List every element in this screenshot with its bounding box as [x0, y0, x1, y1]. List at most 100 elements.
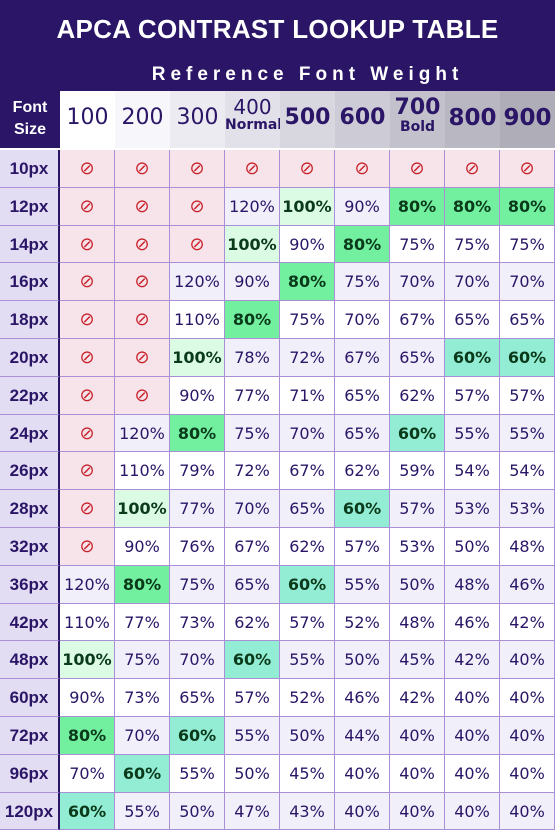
table-cell: 70% [170, 641, 225, 680]
table-cell: 70% [500, 263, 555, 302]
table-cell: 80% [225, 301, 280, 339]
table-cell: ⊘ [60, 187, 115, 226]
table-cell: ⊘ [60, 263, 115, 302]
table-cell: 65% [335, 414, 390, 453]
table-cell: 57% [280, 603, 335, 642]
table-cell: ⊘ [115, 263, 170, 302]
table-cell: 80% [170, 414, 225, 453]
table-cell: 60% [60, 792, 115, 831]
font-size-label: 48px [0, 641, 60, 680]
table-cell: 72% [225, 452, 280, 491]
weight-header-200: 200 [115, 91, 170, 148]
table-title: APCA CONTRAST LOOKUP TABLE [56, 14, 499, 44]
table-cell: 120% [60, 565, 115, 604]
table-cell: ⊘ [115, 187, 170, 226]
font-size-label: 120px [0, 792, 60, 831]
table-cell: 67% [225, 528, 280, 566]
weight-label: 100 [66, 105, 109, 130]
table-cell: ⊘ [60, 452, 115, 491]
table-cell: ⊘ [115, 301, 170, 339]
table-cell: 70% [225, 490, 280, 528]
table-cell: 62% [225, 603, 280, 642]
font-size-label: 18px [0, 301, 60, 339]
table-cell: ⊘ [60, 301, 115, 339]
table-cell: 60% [280, 565, 335, 604]
table-cell: 75% [170, 565, 225, 604]
font-size-label: 12px [0, 187, 60, 226]
table-cell: 60% [335, 490, 390, 528]
table-cell: 75% [115, 641, 170, 680]
table-cell: 62% [335, 452, 390, 491]
table-cell: 80% [390, 187, 445, 226]
table-cell: 60% [500, 339, 555, 377]
table-cell: 73% [170, 603, 225, 642]
table-cell: 79% [170, 452, 225, 491]
table-cell: 54% [500, 452, 555, 491]
font-size-label: 60px [0, 679, 60, 717]
table-cell: 75% [335, 263, 390, 302]
table-cell: 71% [280, 376, 335, 415]
weight-label: 600 [339, 105, 386, 130]
table-cell: 78% [225, 339, 280, 377]
table-cell: 100% [170, 339, 225, 377]
table-cell: 90% [225, 263, 280, 302]
table-cell: 50% [280, 717, 335, 755]
table-cell: 40% [445, 679, 500, 717]
table-cell: 40% [335, 792, 390, 831]
table-cell: ⊘ [500, 150, 555, 188]
table-cell: 45% [280, 754, 335, 793]
table-cell: ⊘ [115, 376, 170, 415]
table-cell: 53% [445, 490, 500, 528]
table-cell: 55% [170, 754, 225, 793]
table-cell: 110% [170, 301, 225, 339]
table-cell: 55% [225, 717, 280, 755]
table-cell: 55% [335, 565, 390, 604]
table-cell: 50% [170, 792, 225, 831]
table-cell: 43% [280, 792, 335, 831]
table-cell: 55% [445, 414, 500, 453]
table-cell: 65% [390, 339, 445, 377]
table-cell: 80% [60, 717, 115, 755]
table-cell: 100% [225, 225, 280, 264]
table-cell: 90% [335, 187, 390, 226]
font-size-label: 10px [0, 150, 60, 188]
table-cell: 100% [115, 490, 170, 528]
table-cell: 90% [115, 528, 170, 566]
table-cell: 46% [335, 679, 390, 717]
table-cell: 50% [390, 565, 445, 604]
table-cell: 60% [225, 641, 280, 680]
table-cell: 80% [115, 565, 170, 604]
table-cell: 53% [390, 528, 445, 566]
table-cell: 110% [60, 603, 115, 642]
table-cell: 54% [445, 452, 500, 491]
row-axis-title-line1: Font [12, 99, 48, 116]
table-cell: ⊘ [280, 150, 335, 188]
table-cell: 62% [390, 376, 445, 415]
row-axis-title: Font Size [0, 91, 60, 148]
table-cell: 80% [280, 263, 335, 302]
weight-header-300: 300 [170, 91, 225, 148]
table-cell: ⊘ [335, 150, 390, 188]
table-cell: 75% [445, 225, 500, 264]
table-cell: 46% [500, 565, 555, 604]
table-cell: 40% [390, 754, 445, 793]
table-cell: 80% [445, 187, 500, 226]
weight-label: 900 [503, 105, 552, 131]
weight-label: 300 [176, 105, 219, 130]
weight-sublabel: Normal [225, 117, 283, 133]
weight-label: 200 [121, 105, 164, 130]
table-cell: 60% [115, 754, 170, 793]
table-cell: 70% [445, 263, 500, 302]
table-cell: ⊘ [115, 150, 170, 188]
font-size-label: 22px [0, 376, 60, 415]
table-cell: 70% [115, 717, 170, 755]
table-cell: ⊘ [60, 376, 115, 415]
table-cell: 75% [280, 301, 335, 339]
table-cell: 90% [60, 679, 115, 717]
table-cell: 67% [280, 452, 335, 491]
table-cell: 62% [280, 528, 335, 566]
font-size-label: 20px [0, 339, 60, 377]
weight-label: 500 [284, 105, 331, 130]
table-cell: 48% [390, 603, 445, 642]
table-cell: 40% [390, 792, 445, 831]
